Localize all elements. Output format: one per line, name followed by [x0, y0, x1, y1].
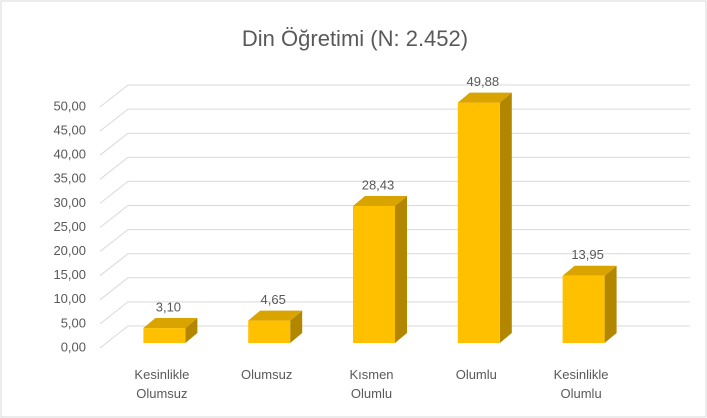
- data-label: 4,65: [261, 292, 286, 307]
- y-tick-label: 15,00: [53, 267, 86, 282]
- bar-side: [395, 195, 407, 343]
- x-tick-label: Kısmen Olumlu: [349, 367, 394, 401]
- chart-title: Din Öğretimi (N: 2.452): [242, 26, 468, 51]
- x-tick-label: Kesinlikle Olumlu: [553, 367, 609, 401]
- y-tick-label: 5,00: [61, 315, 86, 330]
- bar-top: [353, 195, 407, 206]
- y-tick-label: 30,00: [53, 195, 86, 210]
- bar-side: [604, 265, 617, 343]
- bar-side: [499, 92, 512, 343]
- bar: [143, 328, 186, 343]
- y-tick-label: 0,00: [61, 339, 86, 354]
- bar-top: [457, 92, 512, 103]
- x-tick-label: Olumsuz: [241, 367, 293, 382]
- data-label: 13,95: [571, 247, 604, 262]
- data-label: 49,88: [467, 74, 500, 89]
- x-tick-label: Kesinlikle Olumsuz: [134, 367, 190, 401]
- bar-top: [562, 265, 617, 276]
- data-label: 3,10: [156, 299, 181, 314]
- bar-top: [143, 318, 198, 329]
- x-tick-label: Olumlu: [455, 367, 497, 382]
- y-tick-label: 20,00: [53, 243, 86, 258]
- bar-side: [185, 318, 198, 343]
- grid-line: [99, 84, 690, 108]
- y-tick-label: 40,00: [53, 147, 86, 162]
- bar: [562, 275, 605, 343]
- y-tick-label: 35,00: [53, 171, 86, 186]
- bar: [353, 205, 395, 343]
- bar: [248, 320, 291, 343]
- bar-side: [290, 310, 303, 343]
- bar-top: [248, 310, 303, 321]
- y-tick-label: 10,00: [53, 291, 86, 306]
- bar: [457, 102, 500, 343]
- y-tick-label: 25,00: [53, 219, 86, 234]
- data-label: 28,43: [362, 177, 395, 192]
- y-tick-label: 45,00: [53, 123, 86, 138]
- y-tick-label: 50,00: [53, 98, 86, 113]
